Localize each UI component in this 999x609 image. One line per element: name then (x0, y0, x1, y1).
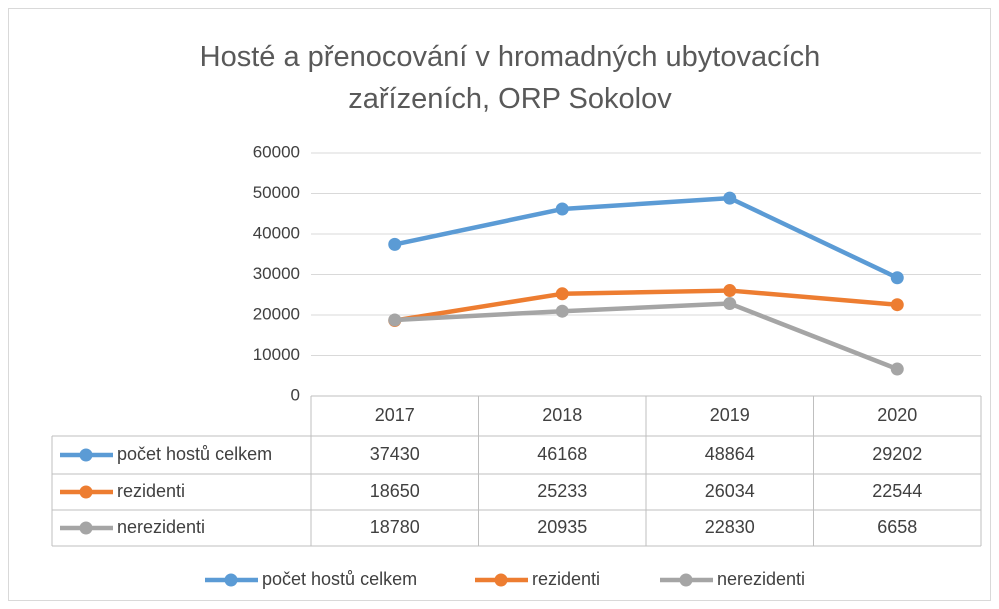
y-tick-label: 50000 (253, 183, 300, 202)
x-tick-label: 2017 (375, 405, 415, 425)
legend-marker (79, 485, 93, 499)
y-tick-label: 10000 (253, 345, 300, 364)
legend-marker (679, 573, 693, 587)
table-cell: 22830 (705, 517, 755, 537)
x-tick-label: 2020 (877, 405, 917, 425)
legend-marker (79, 521, 93, 535)
table-cell: 18650 (370, 481, 420, 501)
data-point (555, 287, 569, 301)
table-cell: 25233 (537, 481, 587, 501)
data-point (723, 191, 737, 205)
table-cell: 6658 (877, 517, 917, 537)
data-point (890, 271, 904, 285)
data-point (723, 297, 737, 311)
table-cell: 20935 (537, 517, 587, 537)
legend-label: nerezidenti (717, 569, 805, 589)
table-row-label: počet hostů celkem (117, 444, 272, 464)
data-point (890, 362, 904, 376)
table-cell: 46168 (537, 444, 587, 464)
data-point (555, 304, 569, 318)
data-point (555, 202, 569, 216)
data-point (388, 237, 402, 251)
chart-title: Hosté a přenocování v hromadných ubytova… (199, 41, 821, 115)
y-tick-label: 20000 (253, 304, 300, 323)
table-cell: 37430 (370, 444, 420, 464)
table-cell: 18780 (370, 517, 420, 537)
y-tick-label: 40000 (253, 223, 300, 242)
series-line (394, 301, 899, 372)
series-line (394, 195, 899, 280)
table-cell: 22544 (872, 481, 922, 501)
y-tick-label: 30000 (253, 264, 300, 283)
legend-label: rezidenti (532, 569, 600, 589)
x-tick-label: 2018 (542, 405, 582, 425)
data-point (723, 284, 737, 298)
table-cell: 26034 (705, 481, 755, 501)
table-cell: 29202 (872, 444, 922, 464)
table-row-label: nerezidenti (117, 517, 205, 537)
table-row-label: rezidenti (117, 481, 185, 501)
series-line (394, 288, 898, 323)
legend-marker (494, 573, 508, 587)
data-point (890, 298, 904, 312)
legend-label: počet hostů celkem (262, 569, 417, 589)
y-tick-label: 60000 (253, 142, 300, 161)
y-tick-label: 0 (291, 385, 300, 404)
x-tick-label: 2019 (710, 405, 750, 425)
table-cell: 48864 (705, 444, 755, 464)
legend-marker (224, 573, 238, 587)
data-point (388, 313, 402, 327)
legend-marker (79, 448, 93, 462)
